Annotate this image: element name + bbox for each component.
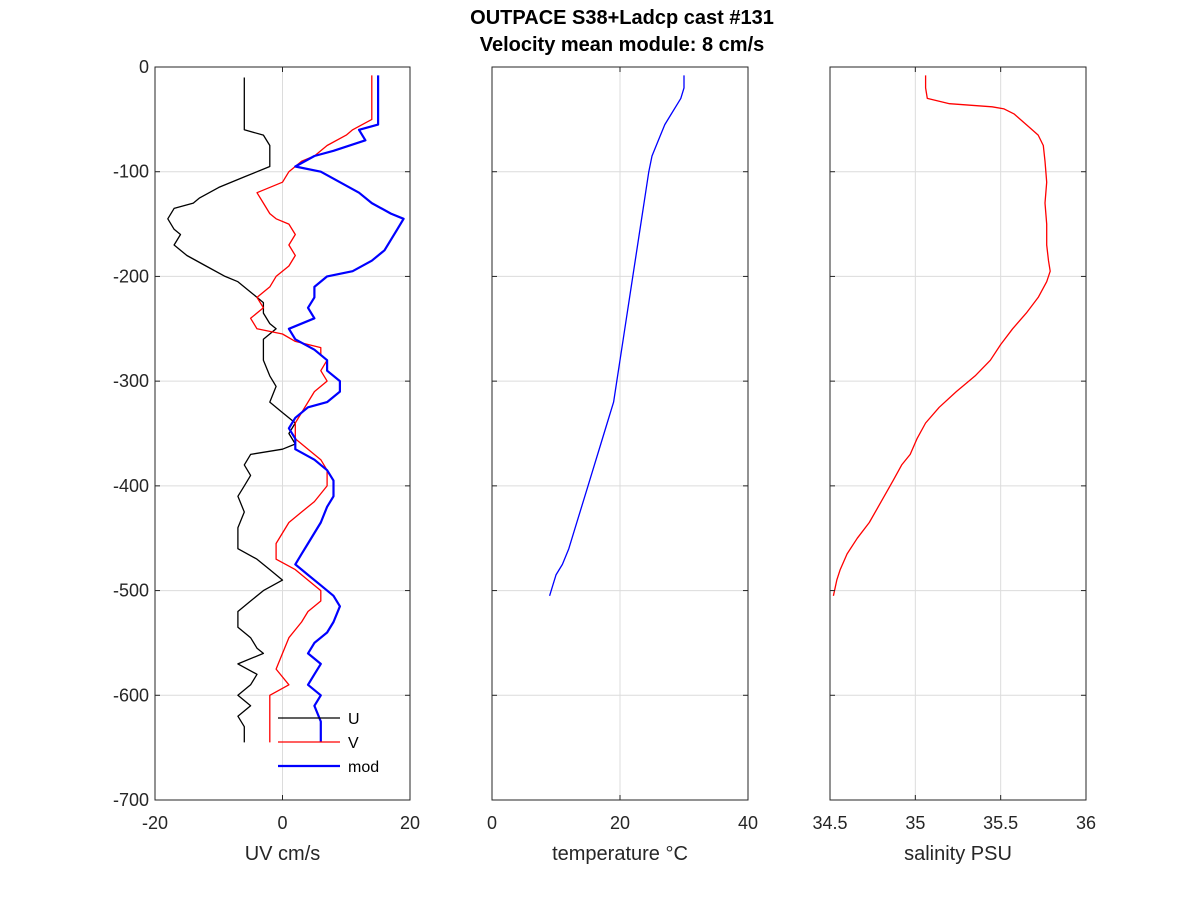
legend-label-u: U	[348, 711, 360, 728]
series-line-mod	[287, 75, 405, 743]
x-tick-label: 20	[400, 813, 420, 833]
salinity-panel: 34.5 35 35.5 36 salinity PSU	[812, 66, 1096, 865]
y-tick-label: 0	[139, 57, 149, 77]
x-axis-label: UV cm/s	[245, 843, 321, 865]
chart-title-line-1: OUTPACE S38+Ladcp cast #131	[470, 7, 774, 29]
x-tick-label: 0	[487, 813, 497, 833]
x-axis-label: salinity PSU	[904, 843, 1012, 865]
x-tick-label: 20	[610, 813, 630, 833]
y-tick-label: -100	[113, 162, 149, 182]
x-tick-label: 35.5	[983, 813, 1018, 833]
series-line-1	[548, 75, 685, 596]
y-tick-label: -600	[113, 685, 149, 705]
y-tick-label: -300	[113, 371, 149, 391]
chart-title-line-2: Velocity mean module: 8 cm/s	[480, 34, 765, 56]
y-tick-label: -700	[113, 790, 149, 810]
series-line-v	[249, 75, 373, 743]
y-tick-label: -400	[113, 476, 149, 496]
axes-frame	[829, 66, 1087, 801]
x-tick-label: 40	[738, 813, 758, 833]
x-axis-label: temperature °C	[552, 843, 688, 865]
x-tick-label: 34.5	[812, 813, 847, 833]
y-tick-label: -500	[113, 581, 149, 601]
series-line-2	[832, 75, 1051, 596]
temperature-panel: 0 20 40 temperature °C	[487, 66, 758, 865]
x-tick-label: -20	[142, 813, 168, 833]
legend-label-mod: mod	[348, 759, 379, 776]
series-line-u	[167, 77, 296, 743]
y-tick-label: -200	[113, 266, 149, 286]
plot-area	[830, 67, 1086, 800]
x-tick-label: 0	[277, 813, 287, 833]
x-tick-label: 35	[905, 813, 925, 833]
x-tick-label: 36	[1076, 813, 1096, 833]
legend-label-v: V	[348, 735, 359, 752]
